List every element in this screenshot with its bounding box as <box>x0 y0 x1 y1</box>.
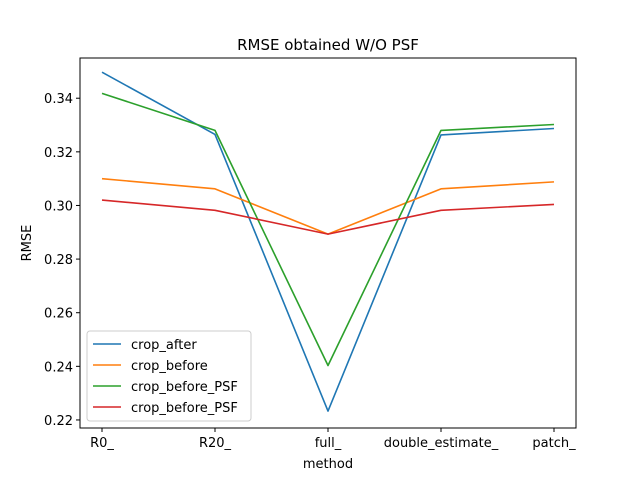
y-axis-label: RMSE <box>20 225 35 262</box>
y-axis-ticks: 0.22 0.24 0.26 0.28 0.30 0.32 0.34 <box>44 92 80 429</box>
legend-items: crop_aftercrop_beforecrop_before_PSFcrop… <box>93 338 238 416</box>
x-tick-label: R0_ <box>90 436 114 451</box>
y-tick-label: 0.22 <box>44 414 73 429</box>
legend-label: crop_before_PSF <box>131 401 238 416</box>
legend-label: crop_after <box>131 338 197 353</box>
plot-lines <box>101 71 555 412</box>
y-tick-label: 0.32 <box>44 146 73 161</box>
series-line-3 <box>101 92 555 367</box>
y-tick-label: 0.30 <box>44 199 73 214</box>
x-tick-label: double_estimate_ <box>384 436 499 451</box>
x-tick-label: R20_ <box>199 436 232 451</box>
chart-title: RMSE obtained W/O PSF <box>237 36 419 54</box>
x-tick-label: patch_ <box>532 436 576 451</box>
x-axis-ticks: R0_ R20_ full_ double_estimate_ patch_ <box>90 428 576 451</box>
y-tick-label: 0.34 <box>44 92 73 107</box>
y-tick-label: 0.26 <box>44 307 73 322</box>
series-line-4 <box>101 199 555 235</box>
series-line-1 <box>101 71 555 412</box>
legend-label: crop_before <box>131 359 208 374</box>
legend-box <box>86 330 252 422</box>
x-tick-label: full_ <box>315 436 342 451</box>
x-axis-label: method <box>303 457 353 472</box>
legend: crop_aftercrop_beforecrop_before_PSFcrop… <box>86 330 252 422</box>
y-tick-label: 0.28 <box>44 253 73 268</box>
y-tick-label: 0.24 <box>44 360 73 375</box>
legend-label: crop_before_PSF <box>131 380 238 395</box>
